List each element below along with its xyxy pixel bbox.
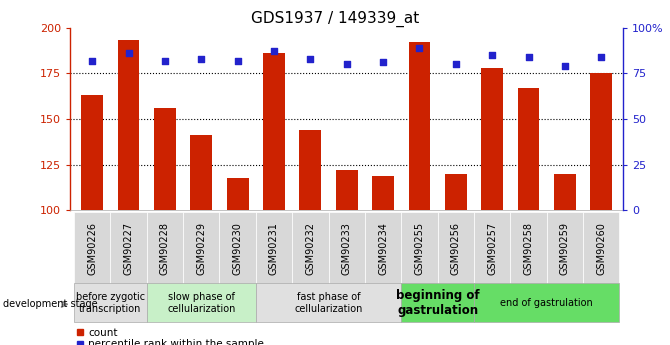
Bar	[474, 212, 511, 285]
Bar	[365, 212, 401, 285]
Point	[196, 56, 206, 61]
Bar	[118, 40, 139, 210]
Text: GSM90229: GSM90229	[196, 222, 206, 275]
Bar	[372, 176, 394, 210]
Point	[305, 56, 316, 61]
Point	[450, 61, 461, 67]
Bar	[147, 212, 183, 285]
Bar	[583, 212, 620, 285]
Bar	[554, 174, 576, 210]
Bar	[263, 53, 285, 210]
Bar	[256, 283, 401, 322]
Text: slow phase of
cellularization: slow phase of cellularization	[167, 292, 235, 314]
Bar	[474, 283, 620, 322]
Bar	[518, 88, 539, 210]
Bar	[74, 212, 111, 285]
Bar	[590, 73, 612, 210]
Point	[269, 49, 279, 54]
Bar	[147, 283, 256, 322]
Bar	[401, 212, 438, 285]
Text: development stage: development stage	[3, 299, 98, 309]
Text: GSM90257: GSM90257	[487, 222, 497, 275]
Text: before zygotic
transcription: before zygotic transcription	[76, 292, 145, 314]
Bar	[292, 212, 328, 285]
Point	[341, 61, 352, 67]
Point	[232, 58, 243, 63]
Point	[487, 52, 498, 58]
Text: GSM90234: GSM90234	[378, 222, 388, 275]
Text: GSM90226: GSM90226	[87, 222, 97, 275]
Text: GSM90231: GSM90231	[269, 222, 279, 275]
Point	[559, 63, 570, 69]
Bar	[74, 283, 147, 322]
Bar	[409, 42, 430, 210]
Point	[414, 45, 425, 50]
Point	[596, 54, 606, 60]
Point	[159, 58, 170, 63]
Point	[123, 50, 134, 56]
Text: GSM90256: GSM90256	[451, 222, 461, 275]
Text: GSM90232: GSM90232	[306, 222, 316, 275]
Bar	[220, 212, 256, 285]
Text: GDS1937 / 149339_at: GDS1937 / 149339_at	[251, 10, 419, 27]
Bar	[481, 68, 503, 210]
Bar	[445, 174, 467, 210]
Point	[87, 58, 98, 63]
Bar	[81, 95, 103, 210]
Bar	[547, 212, 583, 285]
Bar	[190, 136, 212, 210]
Bar	[511, 212, 547, 285]
Bar	[183, 212, 220, 285]
Bar	[154, 108, 176, 210]
Point	[378, 60, 389, 65]
Text: GSM90228: GSM90228	[160, 222, 170, 275]
Text: GSM90227: GSM90227	[123, 222, 133, 275]
Point	[523, 54, 534, 60]
Text: end of gastrulation: end of gastrulation	[500, 298, 593, 308]
Text: fast phase of
cellularization: fast phase of cellularization	[294, 292, 362, 314]
Bar	[336, 170, 358, 210]
Text: GSM90260: GSM90260	[596, 222, 606, 275]
Bar	[226, 178, 249, 210]
Bar	[256, 212, 292, 285]
Legend: count, percentile rank within the sample: count, percentile rank within the sample	[76, 328, 264, 345]
Text: GSM90233: GSM90233	[342, 222, 352, 275]
Bar	[438, 212, 474, 285]
Text: beginning of
gastrulation: beginning of gastrulation	[396, 289, 480, 317]
Text: GSM90259: GSM90259	[560, 222, 570, 275]
Text: GSM90255: GSM90255	[415, 222, 425, 275]
Bar	[401, 283, 474, 322]
Text: GSM90258: GSM90258	[523, 222, 533, 275]
Bar	[299, 130, 322, 210]
Text: GSM90230: GSM90230	[232, 222, 243, 275]
Bar	[328, 212, 365, 285]
Bar	[111, 212, 147, 285]
